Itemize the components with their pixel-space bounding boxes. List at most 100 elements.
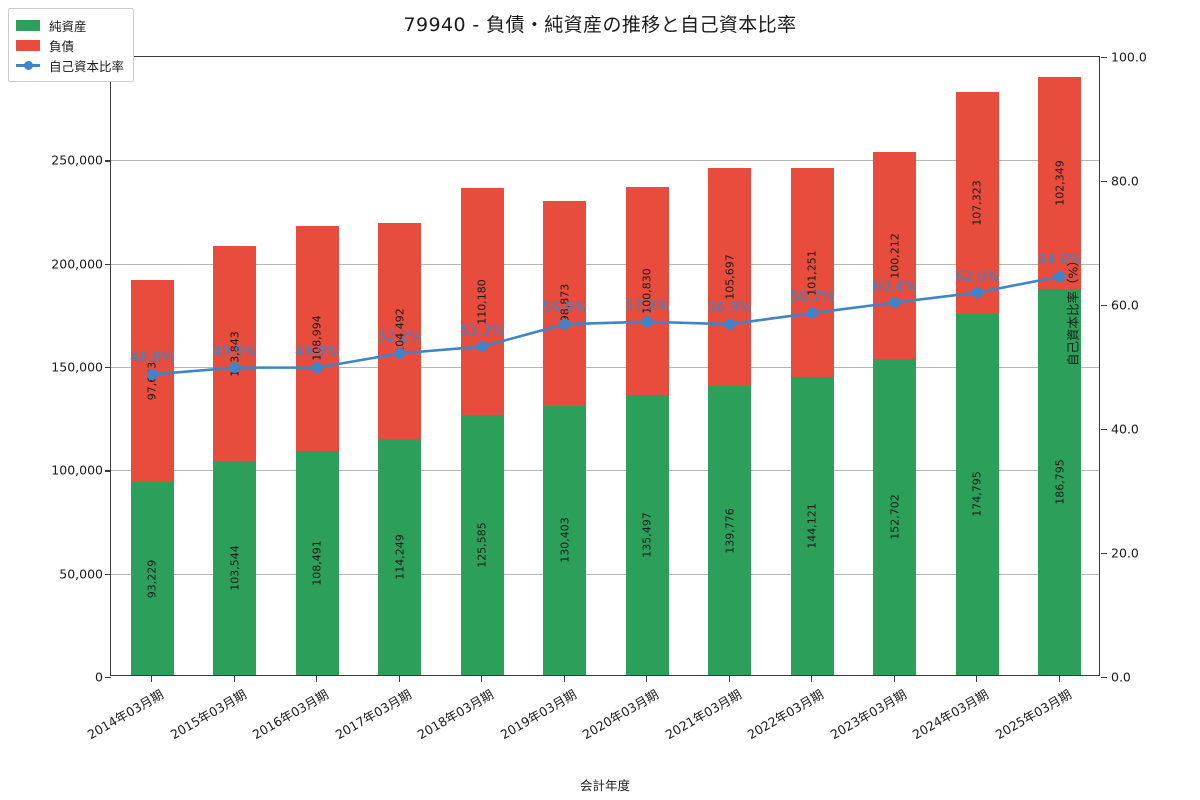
legend-item[interactable]: 純資産 <box>16 15 124 35</box>
y2-tick-mark <box>1101 181 1107 183</box>
legend-label: 自己資本比率 <box>49 58 125 74</box>
bar-segment-equity[interactable]: 135,497 <box>625 394 669 675</box>
bar-column[interactable]: 103,544 103,843 <box>213 246 257 675</box>
y-tick-label: 250,000 <box>51 152 103 168</box>
x-axis-title: 会計年度 <box>579 778 631 793</box>
bar-segment-liabilities[interactable]: 107,323 <box>955 91 999 314</box>
bar-column[interactable]: 108,491 108,994 <box>295 225 339 675</box>
x-tick-mark <box>1058 676 1060 682</box>
bar-segment-equity[interactable]: 139,776 <box>708 386 752 675</box>
plot-area: 93,229 97,683 103,544 103,843 108,491 108,994… <box>51 50 1147 685</box>
x-tick-mark <box>316 676 318 682</box>
y-tick-mark <box>105 470 111 472</box>
ratio-data-point[interactable] <box>476 341 488 353</box>
ratio-data-point[interactable] <box>971 287 983 299</box>
chart-title: 79940 - 負債・純資産の推移と自己資本比率 <box>403 14 797 36</box>
bar-column[interactable]: 125,585 110,180 <box>460 187 504 675</box>
y-tick-label: 150,000 <box>51 359 103 375</box>
ratio-data-point[interactable] <box>889 297 901 309</box>
ratio-data-point[interactable] <box>1054 270 1066 282</box>
legend-item[interactable]: 自己資本比率 <box>16 55 124 75</box>
bar-segment-equity[interactable]: 152,702 <box>873 359 917 675</box>
bar-column[interactable]: 130,403 98,873 <box>543 201 587 675</box>
x-tick-mark <box>893 676 895 682</box>
bar-segment-equity[interactable]: 186,795 <box>1038 288 1082 675</box>
ratio-data-point[interactable] <box>641 316 653 328</box>
bar-segment-liabilities[interactable]: 102,349 <box>1038 77 1082 289</box>
bar-segment-liabilities[interactable]: 100,212 <box>873 152 917 360</box>
plot-inner: 93,229 97,683 103,544 103,843 108,491 108,994… <box>111 57 1099 675</box>
legend-color-swatch <box>16 39 40 51</box>
bar-segment-liabilities[interactable]: 103,843 <box>213 246 257 462</box>
y2-tick-mark <box>1101 553 1107 555</box>
x-tick-mark <box>233 676 235 682</box>
legend: 純資産 負債自己資本比率 <box>8 8 135 82</box>
x-tick-mark <box>563 676 565 682</box>
ratio-data-point[interactable] <box>559 318 571 330</box>
ratio-data-point[interactable] <box>806 307 818 319</box>
y-tick-label: 0 <box>95 669 103 685</box>
bar-segment-liabilities[interactable]: 100,830 <box>625 186 669 395</box>
legend-label: 純資産 <box>49 18 87 34</box>
x-tick-label: 2015年03月期 <box>167 686 249 743</box>
y2-tick-mark <box>1101 429 1107 431</box>
ratio-value-label: 64.6% <box>1037 252 1082 269</box>
bar-segment-liabilities[interactable]: 108,994 <box>295 225 339 451</box>
y2-tick-label: 100.0 <box>1111 49 1147 65</box>
ratio-data-point[interactable] <box>724 318 736 330</box>
ratio-value-label: 62.0% <box>955 268 1000 285</box>
x-tick-label: 2016年03月期 <box>249 686 332 743</box>
ratio-data-point[interactable] <box>394 347 406 359</box>
y-tick-mark <box>105 573 111 575</box>
ratio-data-point[interactable] <box>146 368 158 380</box>
x-tick-label: 2019年03月期 <box>497 686 579 743</box>
ratio-value-label: 49.9% <box>295 343 340 360</box>
ratio-value-label: 56.9% <box>707 300 752 317</box>
legend-line-marker <box>16 60 40 71</box>
bar-column[interactable]: 135,497 100,830 <box>625 186 669 675</box>
bar-segment-liabilities[interactable]: 101,251 <box>790 167 834 378</box>
gridline <box>111 470 1099 472</box>
legend-item[interactable]: 負債 <box>16 35 124 55</box>
bar-column[interactable]: 152,702 100,212 <box>873 152 917 675</box>
bar-column[interactable]: 114,249 104,492 <box>378 222 422 675</box>
x-tick-label: 2025年03月期 <box>992 686 1074 743</box>
bar-segment-equity[interactable]: 144,121 <box>790 377 834 675</box>
bar-segment-equity[interactable]: 174,795 <box>955 313 999 675</box>
x-tick-label: 2023年03月期 <box>827 686 909 743</box>
ratio-value-label: 57.3% <box>625 297 670 314</box>
ratio-value-label: 60.4% <box>872 278 917 295</box>
x-tick-label: 2021年03月期 <box>662 686 744 743</box>
bar-segment-equity[interactable]: 114,249 <box>378 438 422 675</box>
bar-segment-liabilities[interactable]: 97,683 <box>130 280 174 483</box>
y2-tick-label: 40.0 <box>1111 421 1139 437</box>
y-tick-mark <box>105 677 111 679</box>
bar-segment-equity[interactable]: 93,229 <box>130 482 174 675</box>
bar-segment-equity[interactable]: 130,403 <box>543 405 587 675</box>
gridline <box>111 573 1099 575</box>
bar-segment-liabilities[interactable]: 105,697 <box>708 167 752 387</box>
y2-tick-mark <box>1101 57 1107 59</box>
y2-axis-title: 自己資本比率（%） <box>1065 254 1081 366</box>
bar-column[interactable]: 144,121 101,251 <box>790 167 834 675</box>
ratio-line-path <box>152 275 1060 376</box>
x-tick-mark <box>481 676 483 682</box>
x-tick-label: 2017年03月期 <box>332 686 414 743</box>
bar-column[interactable]: 93,229 97,683 <box>130 280 174 675</box>
bar-segment-liabilities[interactable]: 110,180 <box>460 187 504 416</box>
bar-column[interactable]: 186,795 102,349 <box>1038 77 1082 675</box>
bar-segment-equity[interactable]: 103,544 <box>213 461 257 675</box>
bar-column[interactable]: 174,795 107,323 <box>955 91 999 675</box>
x-tick-mark <box>151 676 153 682</box>
bar-segment-equity[interactable]: 125,585 <box>460 415 504 675</box>
ratio-data-point[interactable] <box>229 362 241 374</box>
y2-tick-label: 20.0 <box>1111 545 1139 561</box>
bar-segment-liabilities[interactable]: 98,873 <box>543 201 587 406</box>
ratio-data-point[interactable] <box>311 362 323 374</box>
ratio-value-label: 58.7% <box>790 289 835 306</box>
gridline <box>111 263 1099 265</box>
bar-column[interactable]: 139,776 105,697 <box>708 167 752 675</box>
bar-segment-liabilities[interactable]: 104,492 <box>378 222 422 439</box>
bar-segment-equity[interactable]: 108,491 <box>295 450 339 675</box>
